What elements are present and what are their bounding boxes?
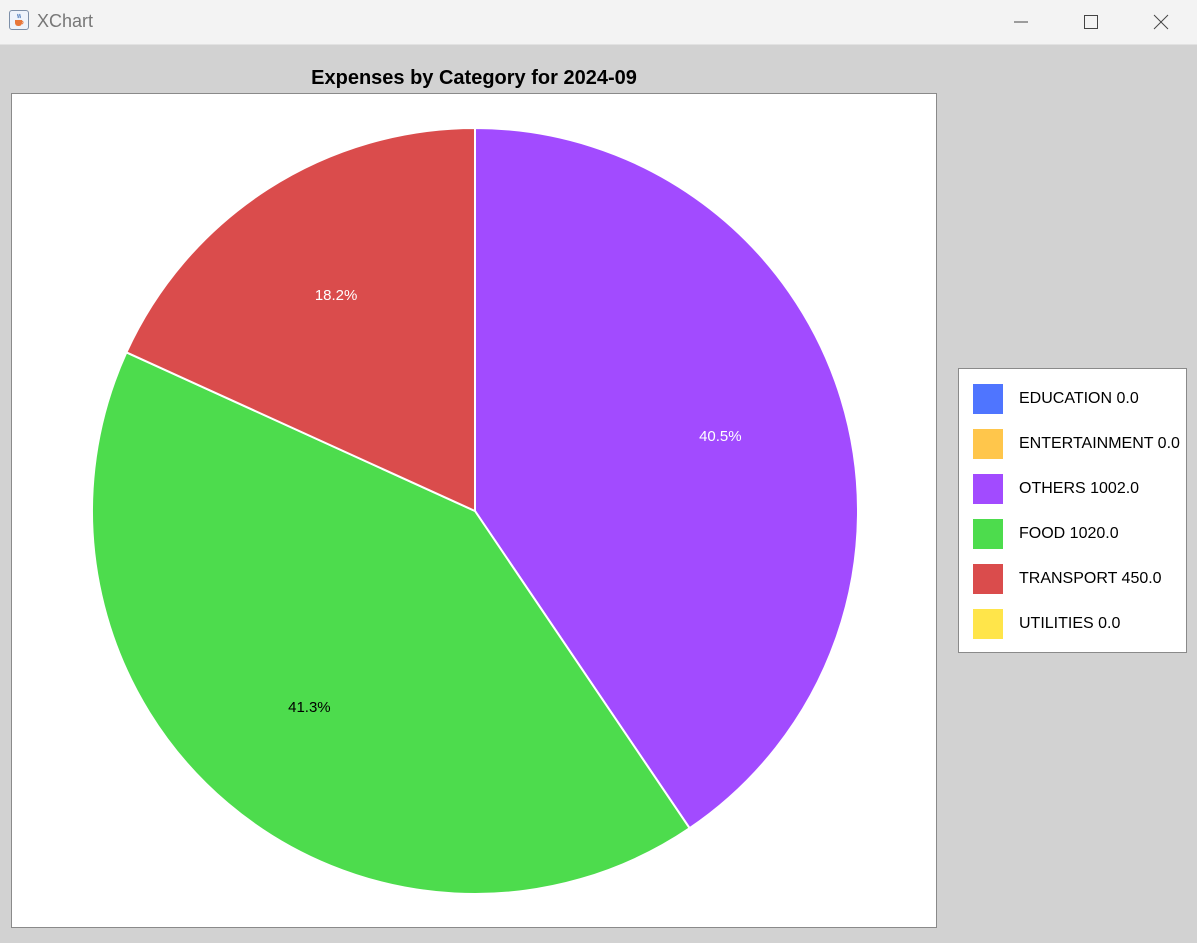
pie-chart: 40.5% 41.3% 18.2%: [91, 126, 859, 895]
legend-swatch: [973, 609, 1003, 639]
chart-legend: EDUCATION 0.0 ENTERTAINMENT 0.0 OTHERS 100…: [958, 368, 1187, 653]
legend-item-entertainment: ENTERTAINMENT 0.0: [973, 429, 1180, 459]
window-title: XChart: [37, 11, 94, 31]
java-cup-icon: [9, 10, 29, 30]
legend-item-food: FOOD 1020.0: [973, 519, 1119, 549]
legend-label: OTHERS 1002.0: [1019, 480, 1140, 497]
legend-label: FOOD 1020.0: [1019, 525, 1119, 542]
chart-panel: Expenses by Category for 2024-09 40.5% 41…: [0, 45, 1197, 943]
pie-slice-transport: [125, 126, 476, 513]
slice-label-food: 41.3%: [288, 699, 331, 716]
pie-slice-others: [474, 126, 859, 830]
pie-slice-food: [91, 351, 691, 895]
legend-swatch: [973, 564, 1003, 594]
chart-title: Expenses by Category for 2024-09: [311, 67, 637, 89]
legend-item-others: OTHERS 1002.0: [973, 474, 1139, 504]
legend-swatch: [973, 519, 1003, 549]
legend-swatch: [973, 429, 1003, 459]
legend-label: EDUCATION 0.0: [1019, 390, 1139, 407]
legend-label: UTILITIES 0.0: [1019, 615, 1121, 632]
legend-item-utilities: UTILITIES 0.0: [973, 609, 1120, 639]
minimize-icon: [1014, 21, 1028, 23]
maximize-icon: [1084, 15, 1098, 29]
minimize-button[interactable]: [999, 6, 1043, 38]
legend-item-transport: TRANSPORT 450.0: [973, 564, 1162, 594]
legend-item-education: EDUCATION 0.0: [973, 384, 1139, 414]
window-titlebar: XChart: [0, 0, 1197, 45]
legend-swatch: [973, 474, 1003, 504]
plot-area: 40.5% 41.3% 18.2%: [11, 93, 937, 928]
slice-label-others: 40.5%: [699, 428, 742, 445]
maximize-button[interactable]: [1069, 6, 1113, 38]
legend-label: ENTERTAINMENT 0.0: [1019, 435, 1180, 452]
legend-label: TRANSPORT 450.0: [1019, 570, 1162, 587]
close-icon: [1153, 14, 1169, 30]
legend-swatch: [973, 384, 1003, 414]
close-button[interactable]: [1139, 6, 1183, 38]
slice-label-transport: 18.2%: [315, 287, 358, 304]
